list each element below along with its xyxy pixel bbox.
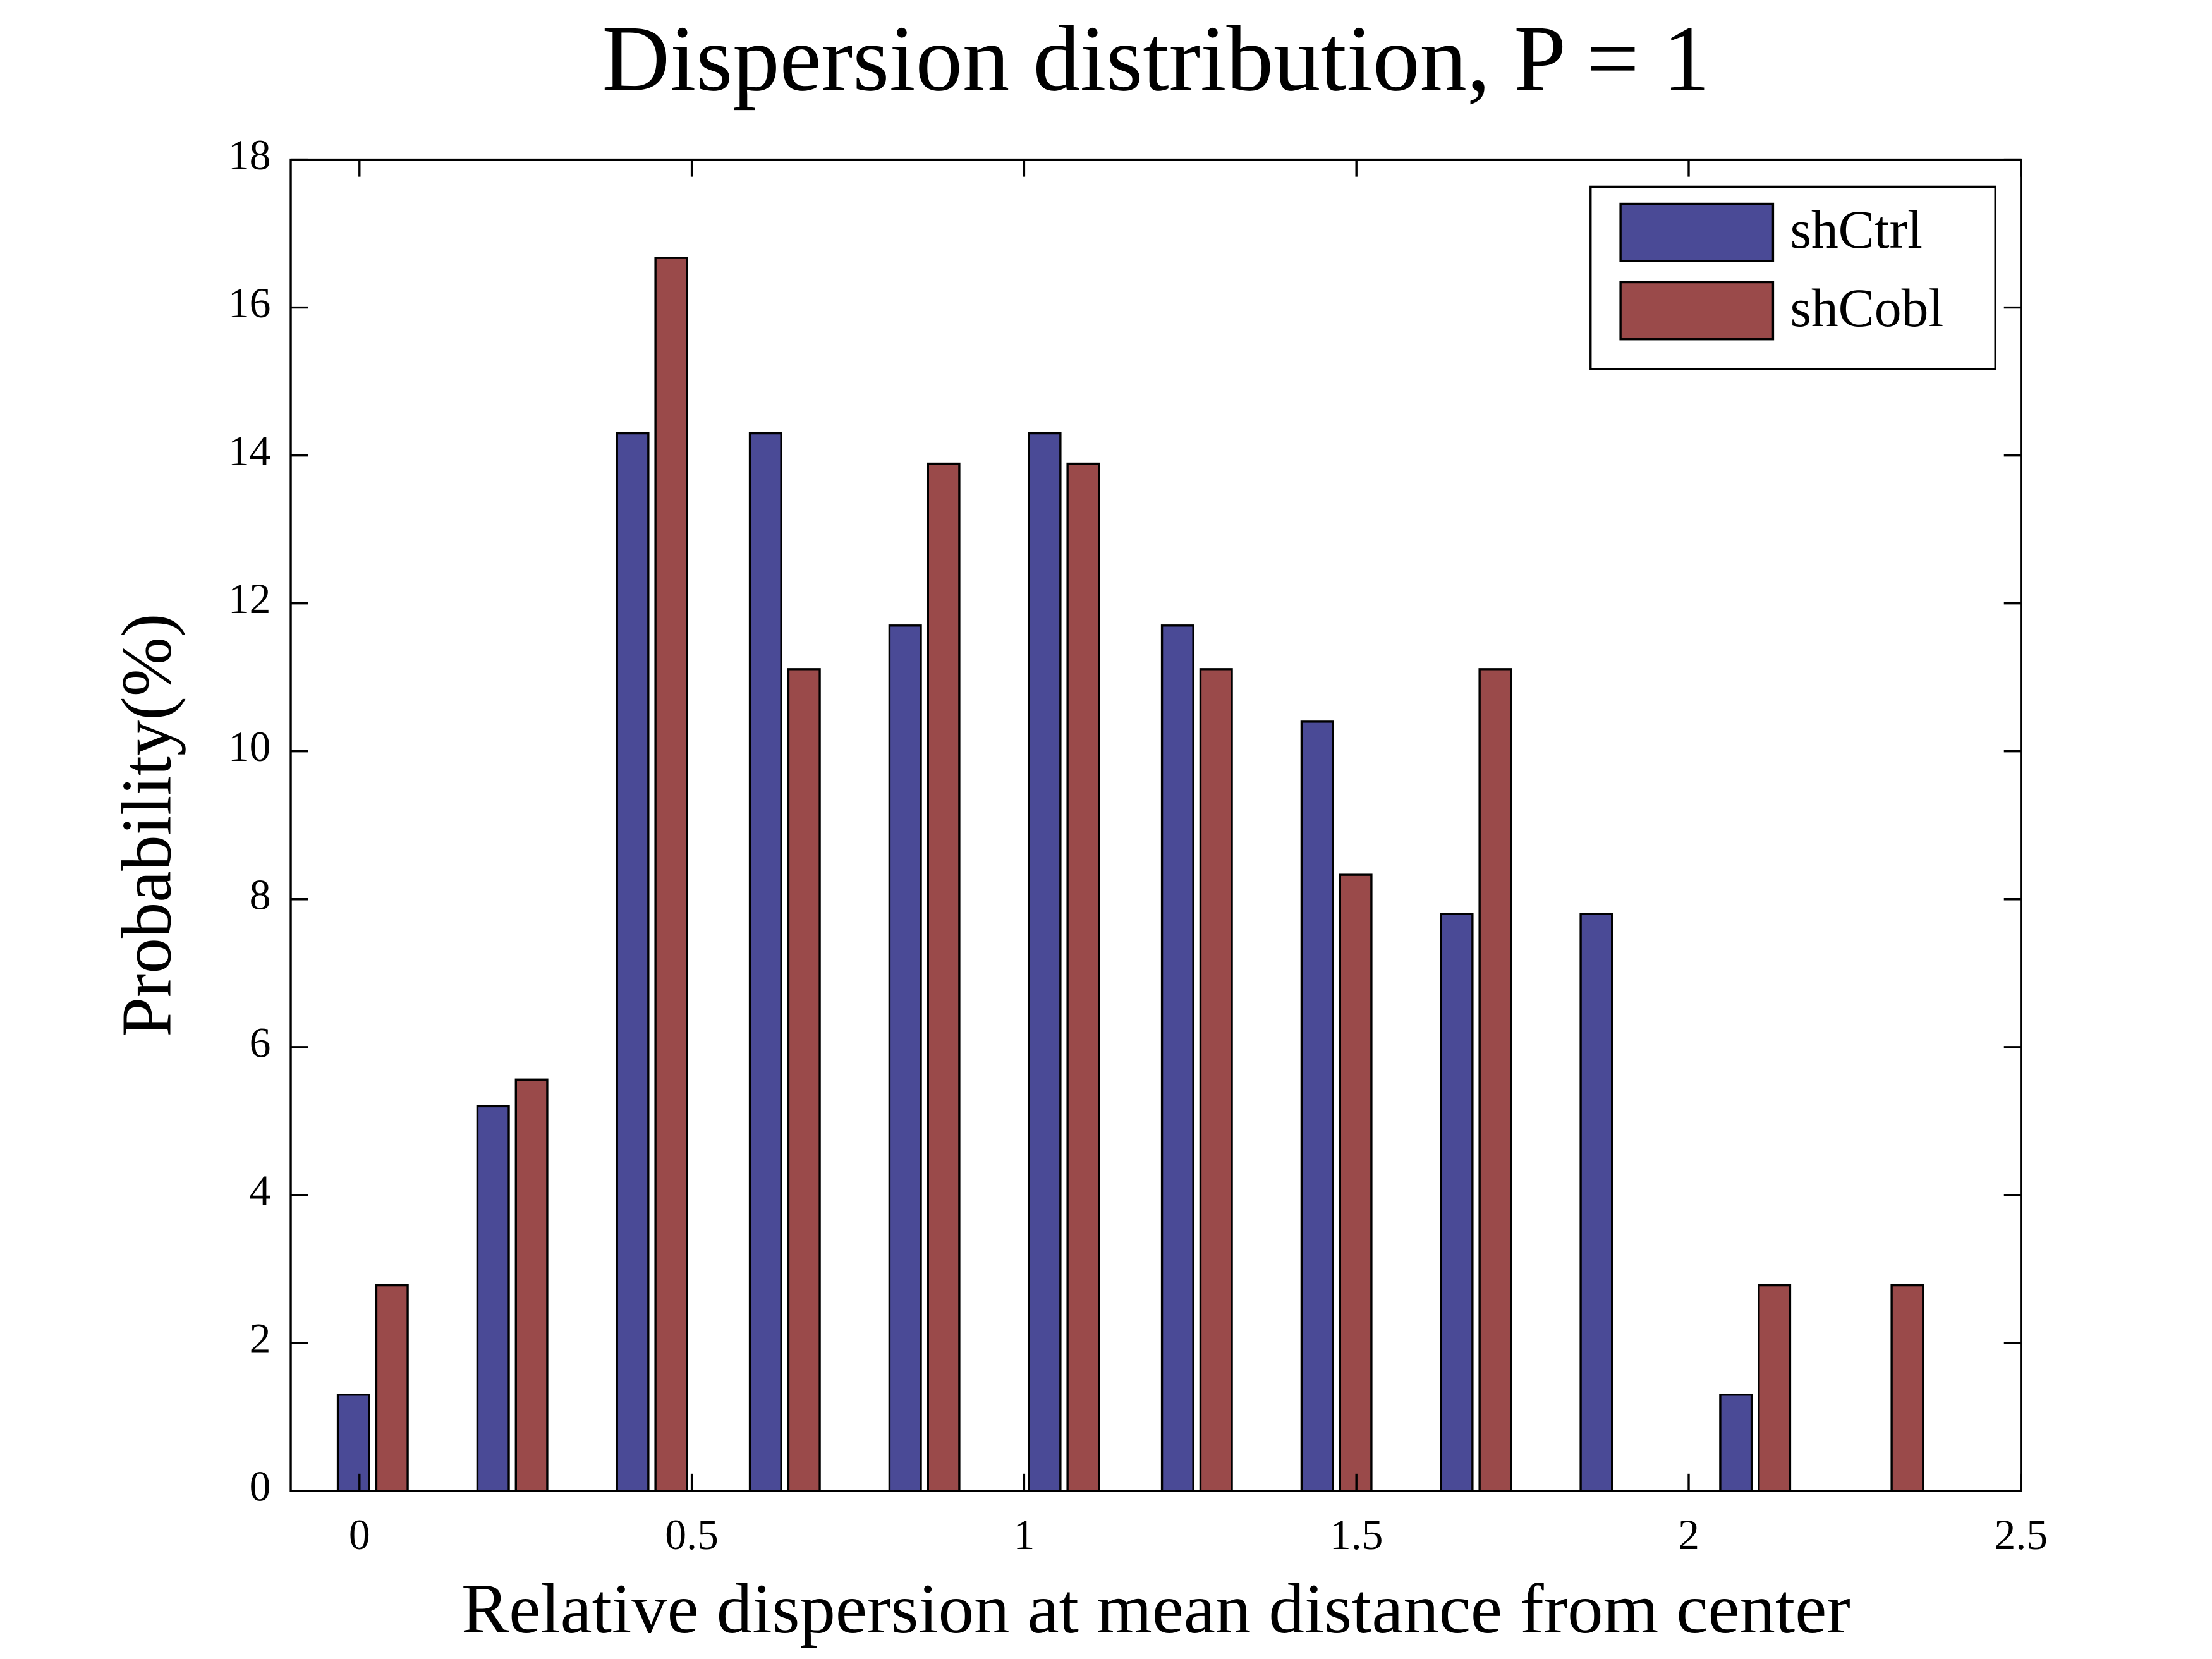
bar — [375, 1284, 409, 1492]
y-tick-label: 14 — [228, 427, 271, 475]
x-tick-label: 1.5 — [1330, 1511, 1383, 1559]
y-tick-label: 0 — [250, 1462, 271, 1510]
x-tick-label: 1 — [1013, 1511, 1035, 1559]
bar — [748, 432, 782, 1492]
legend-swatch — [1619, 202, 1775, 262]
bar — [1300, 720, 1334, 1492]
plot-frame — [289, 158, 2022, 1492]
x-tick-label: 2 — [1678, 1511, 1699, 1559]
bar — [1890, 1284, 1924, 1492]
bar — [336, 1394, 370, 1492]
bar — [1579, 913, 1613, 1492]
bar — [1028, 432, 1062, 1492]
y-tick-label: 8 — [250, 871, 271, 918]
chart-title: Dispersion distribution, P = 1 — [602, 6, 1710, 111]
bar — [476, 1105, 510, 1492]
bar — [514, 1078, 549, 1492]
bar — [888, 624, 922, 1492]
bar — [1066, 462, 1100, 1492]
y-tick-label: 6 — [250, 1019, 271, 1066]
x-tick-label: 2.5 — [1995, 1511, 2048, 1559]
legend-label: shCobl — [1790, 278, 1943, 338]
legend-swatch — [1619, 281, 1775, 341]
bar — [616, 432, 650, 1492]
x-tick-label: 0.5 — [665, 1511, 719, 1559]
bar — [1199, 668, 1233, 1492]
x-tick-label: 0 — [349, 1511, 370, 1559]
bar — [1719, 1394, 1753, 1492]
y-tick-label: 12 — [228, 575, 271, 623]
legend-label: shCtrl — [1790, 200, 1923, 260]
y-axis-label: Probability(%) — [107, 614, 186, 1037]
bar — [787, 668, 821, 1492]
bar — [927, 462, 961, 1492]
x-axis-label: Relative dispersion at mean distance fro… — [461, 1570, 1850, 1648]
bar — [654, 257, 688, 1492]
bar — [1160, 624, 1194, 1492]
bar — [1478, 668, 1512, 1492]
bar — [1440, 913, 1474, 1492]
bar — [1758, 1284, 1792, 1492]
y-tick-label: 2 — [250, 1315, 271, 1362]
bar — [1339, 873, 1373, 1492]
y-tick-label: 16 — [228, 279, 271, 327]
y-tick-label: 4 — [250, 1167, 271, 1214]
y-tick-label: 18 — [228, 131, 271, 179]
y-tick-label: 10 — [228, 723, 271, 770]
